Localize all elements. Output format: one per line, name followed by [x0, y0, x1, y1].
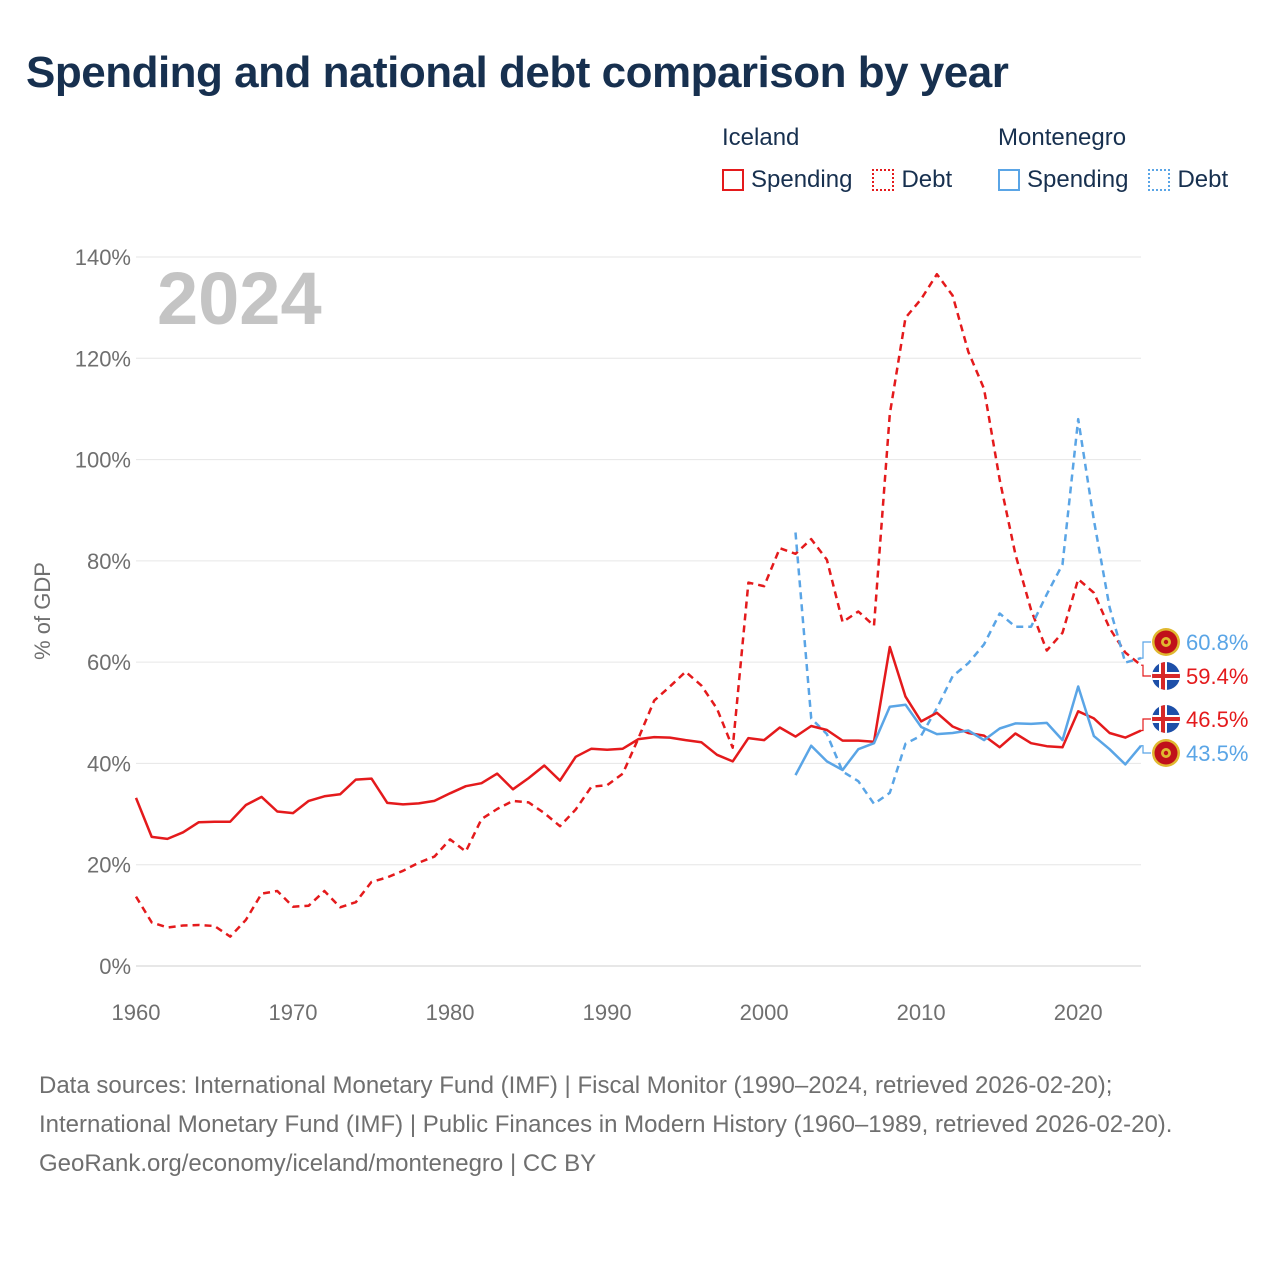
legend-group-title: Iceland: [722, 124, 800, 151]
label-leader-line: [1141, 664, 1151, 677]
x-tick-label: 1990: [583, 1000, 632, 1025]
legend-swatch-solid: [722, 169, 744, 191]
legend-swatch-dotted: [1148, 169, 1171, 191]
legend-swatch-dotted: [872, 169, 895, 191]
series-line-iceland-spending: [134, 645, 1142, 841]
x-tick-label: 2000: [740, 1000, 789, 1025]
legend-group-montenegro: Montenegro Spending Debt: [998, 124, 1248, 194]
chart-title: Spending and national debt comparison by…: [26, 48, 1009, 97]
credit-link[interactable]: GeoRank.org/economy/iceland/montenegro |…: [39, 1150, 597, 1177]
series-line-iceland-debt: [134, 272, 1142, 938]
end-value-label: 59.4%: [1186, 664, 1248, 689]
y-tick-label: 0%: [99, 954, 131, 979]
iceland-flag-icon: [1152, 705, 1180, 733]
data-sources-text: Data sources: International Monetary Fun…: [39, 1072, 1173, 1138]
y-tick-label: 80%: [87, 549, 131, 574]
y-tick-label: 100%: [75, 448, 131, 473]
year-watermark: 2024: [157, 257, 322, 340]
y-tick-label: 40%: [87, 751, 131, 776]
x-tick-label: 1980: [426, 1000, 475, 1025]
y-tick-label: 120%: [75, 346, 131, 371]
end-value-label: 43.5%: [1186, 741, 1248, 766]
label-leader-line: [1141, 641, 1151, 659]
x-tick-label: 1960: [112, 1000, 161, 1025]
end-value-label: 46.5%: [1186, 707, 1248, 732]
montenegro-flag-icon: [1152, 628, 1180, 656]
x-tick-label: 2010: [897, 1000, 946, 1025]
legend-entry-montenegro-spending[interactable]: Spending: [998, 166, 1128, 194]
y-tick-label: 140%: [75, 245, 131, 270]
x-tick-label: 1970: [269, 1000, 318, 1025]
y-tick-label: 60%: [87, 650, 131, 675]
montenegro-flag-icon: [1152, 739, 1180, 767]
legend-entry-iceland-debt[interactable]: Debt: [872, 166, 952, 194]
legend-entry-montenegro-debt[interactable]: Debt: [1148, 166, 1228, 194]
y-tick-label: 20%: [87, 853, 131, 878]
legend-swatch-solid: [998, 169, 1020, 191]
label-leader-line: [1141, 718, 1151, 732]
x-tick-label: 2020: [1054, 1000, 1103, 1025]
iceland-flag-icon: [1152, 662, 1180, 690]
legend-group-iceland: Iceland Spending Debt: [722, 124, 972, 194]
series-line-montenegro-debt: [794, 417, 1142, 806]
series-line-montenegro-spending: [794, 685, 1142, 776]
legend-label: Debt: [1177, 166, 1229, 193]
end-value-label: 60.8%: [1186, 630, 1248, 655]
legend-label: Debt: [901, 166, 953, 193]
footer: Data sources: International Monetary Fun…: [39, 1066, 1239, 1183]
legend-label: Spending: [751, 166, 853, 193]
y-axis-label: % of GDP: [30, 562, 55, 660]
legend-entry-iceland-spending[interactable]: Spending: [722, 166, 852, 194]
label-leader-line: [1141, 745, 1151, 754]
line-chart: 0% 20% 40% 60% 80% 100% 120% 140% 1960 1970 1980 19…: [30, 245, 1248, 1025]
legend-group-title: Montenegro: [998, 124, 1127, 151]
legend-label: Spending: [1027, 166, 1129, 193]
